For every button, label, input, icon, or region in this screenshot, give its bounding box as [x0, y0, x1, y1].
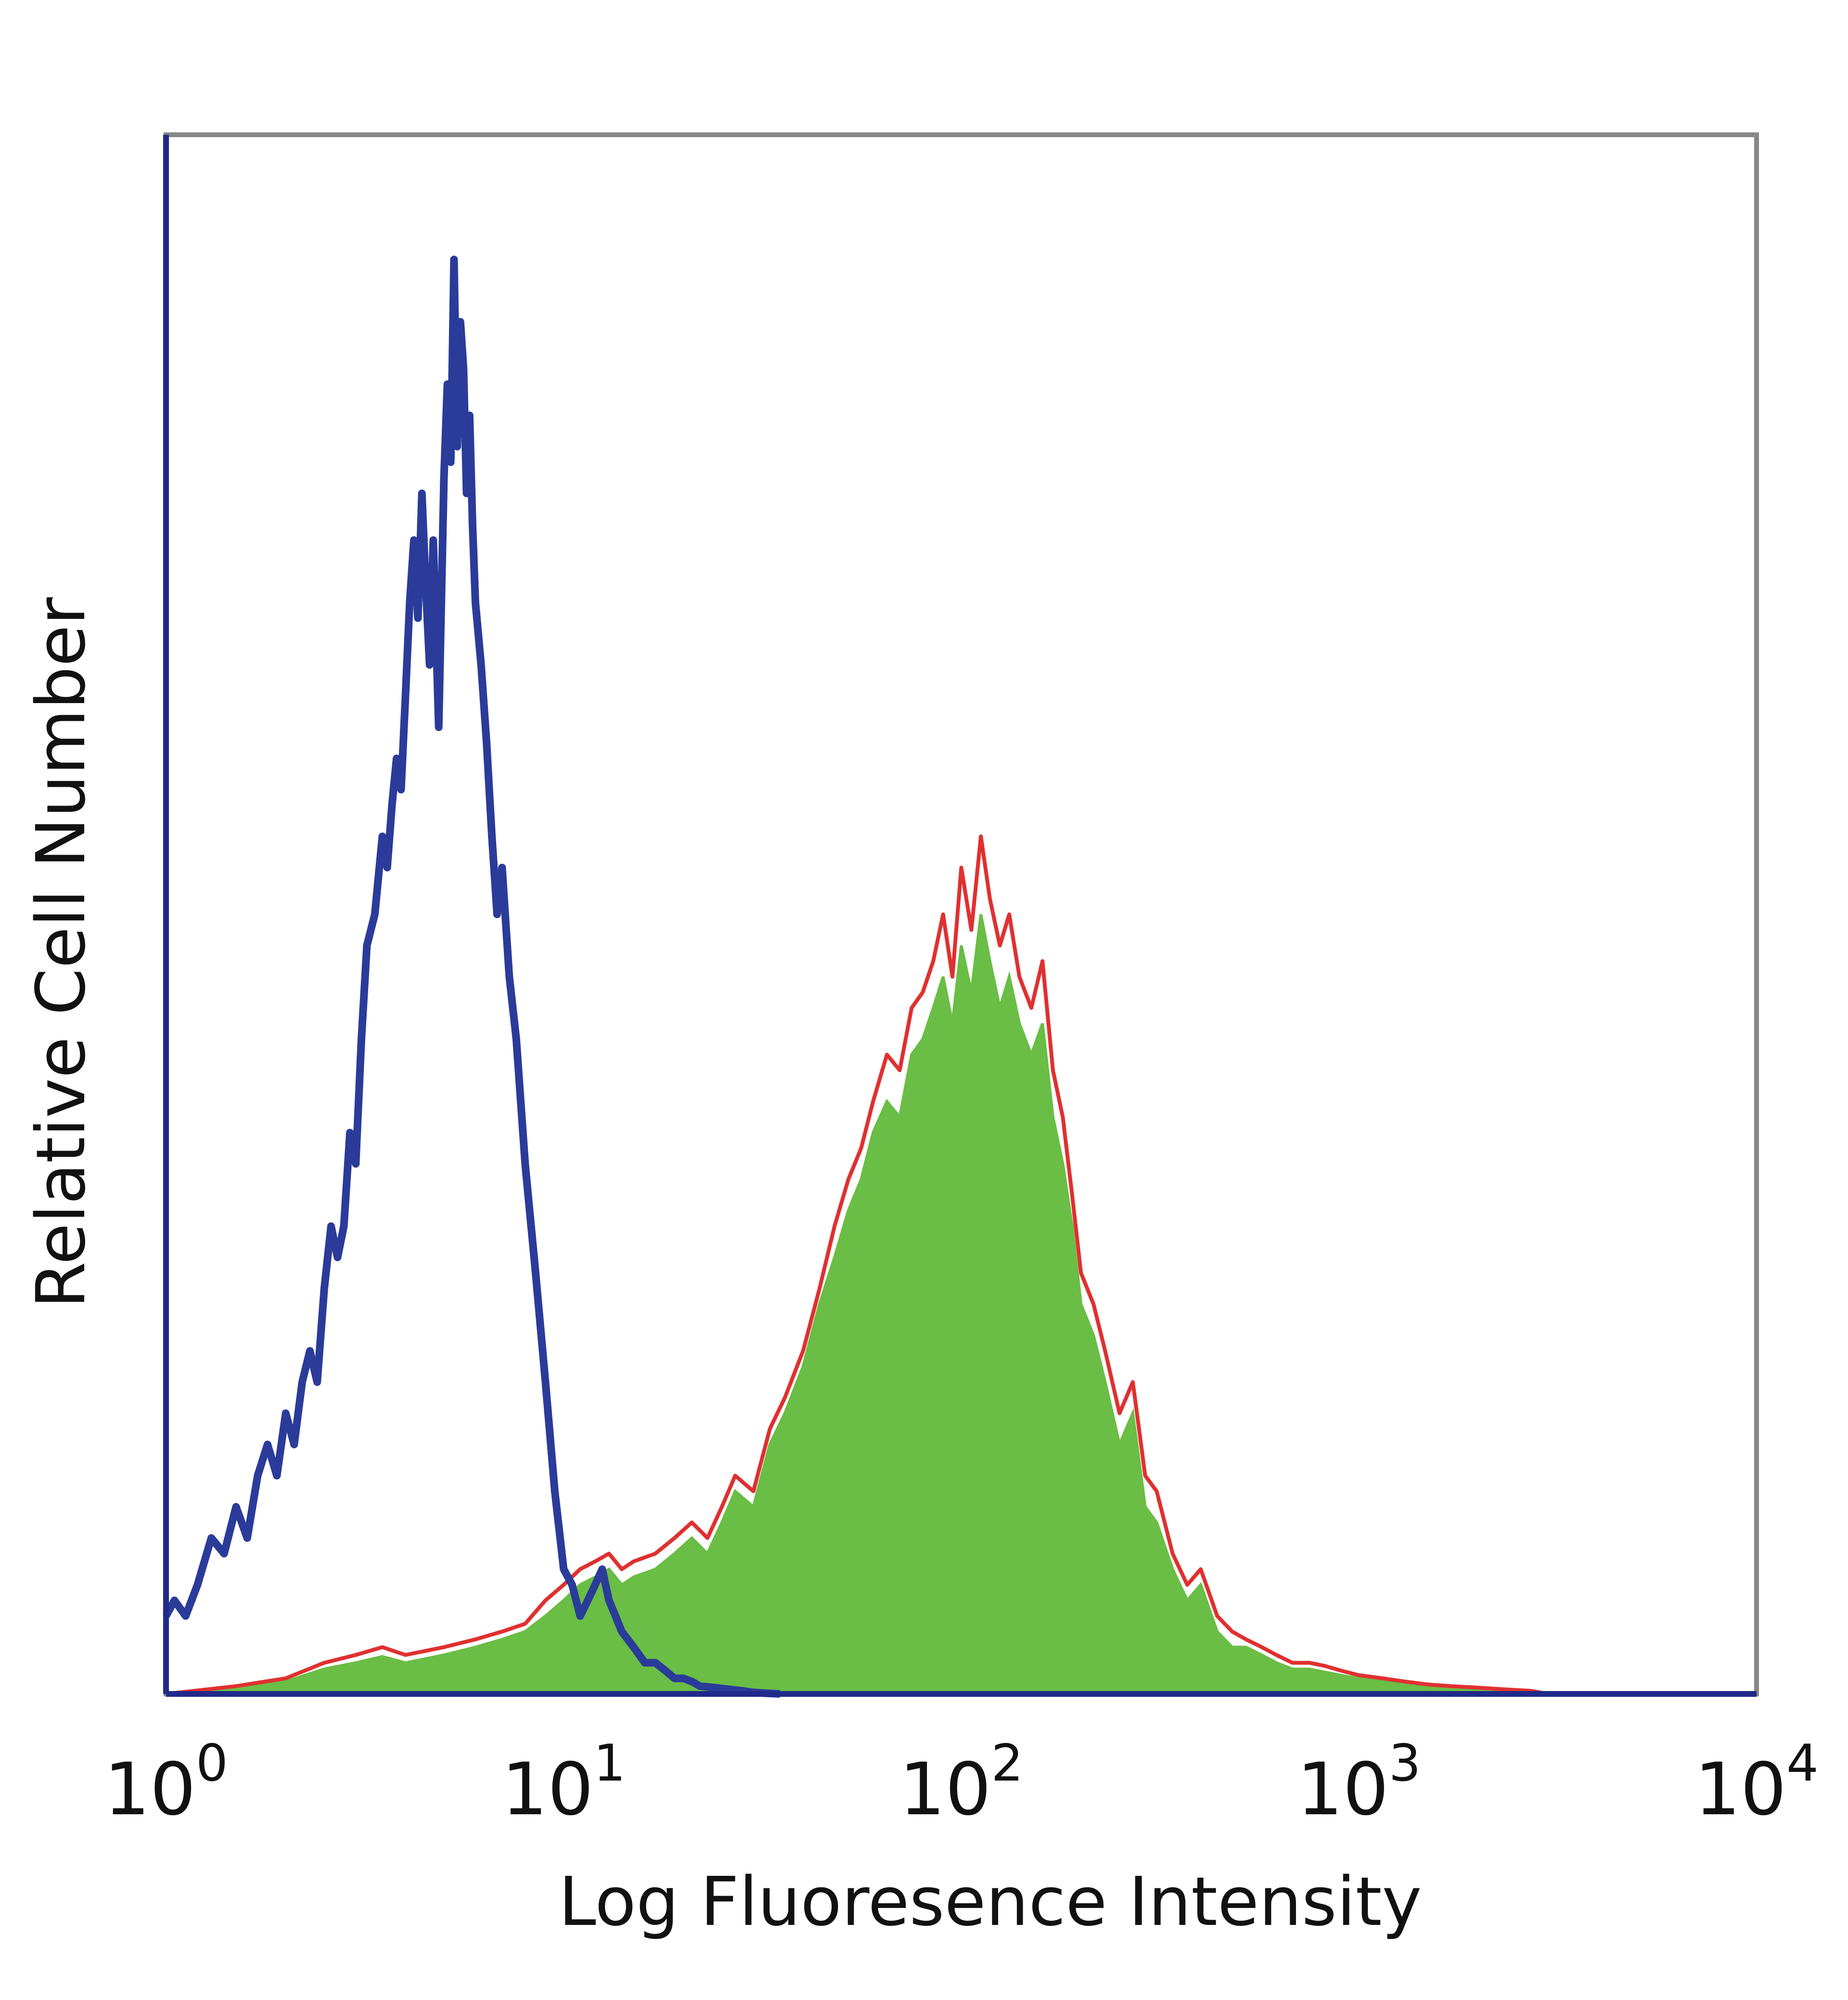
x-tick-label-2: 102: [899, 1734, 1024, 1832]
x-axis-label: Log Fluoresence Intensity: [559, 1863, 1422, 1941]
x-tick-label-4: 104: [1694, 1734, 1819, 1832]
series-layer: [162, 256, 1549, 1698]
series-1-histogram-line: [166, 834, 1549, 1696]
x-tick-label-0: 100: [104, 1734, 228, 1832]
y-axis-label: Relative Cell Number: [22, 597, 101, 1308]
series-2-histogram-fill: [166, 914, 1549, 1695]
x-tick-labels: 100 101 102 103 104: [104, 1734, 1819, 1832]
x-tick-label-3: 103: [1297, 1734, 1421, 1832]
series-0-histogram-line: [162, 256, 781, 1698]
x-tick-label-1: 101: [501, 1734, 626, 1832]
